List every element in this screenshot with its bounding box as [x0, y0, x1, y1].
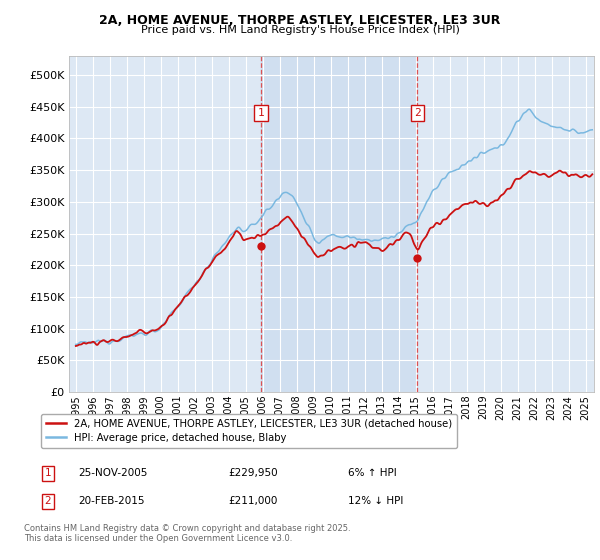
Text: 25-NOV-2005: 25-NOV-2005	[78, 468, 148, 478]
Text: Contains HM Land Registry data © Crown copyright and database right 2025.: Contains HM Land Registry data © Crown c…	[24, 524, 350, 533]
Text: 20-FEB-2015: 20-FEB-2015	[78, 496, 145, 506]
Text: 1: 1	[44, 468, 52, 478]
Text: £211,000: £211,000	[228, 496, 277, 506]
Text: 12% ↓ HPI: 12% ↓ HPI	[348, 496, 403, 506]
Legend: 2A, HOME AVENUE, THORPE ASTLEY, LEICESTER, LE3 3UR (detached house), HPI: Averag: 2A, HOME AVENUE, THORPE ASTLEY, LEICESTE…	[41, 414, 457, 448]
Text: Price paid vs. HM Land Registry's House Price Index (HPI): Price paid vs. HM Land Registry's House …	[140, 25, 460, 35]
Text: 2: 2	[414, 108, 421, 118]
Text: 1: 1	[257, 108, 265, 118]
Text: 6% ↑ HPI: 6% ↑ HPI	[348, 468, 397, 478]
Text: £229,950: £229,950	[228, 468, 278, 478]
Bar	[261, 56, 418, 392]
Text: This data is licensed under the Open Government Licence v3.0.: This data is licensed under the Open Gov…	[24, 534, 292, 543]
Text: 2A, HOME AVENUE, THORPE ASTLEY, LEICESTER, LE3 3UR: 2A, HOME AVENUE, THORPE ASTLEY, LEICESTE…	[100, 14, 500, 27]
Text: 2: 2	[44, 496, 52, 506]
